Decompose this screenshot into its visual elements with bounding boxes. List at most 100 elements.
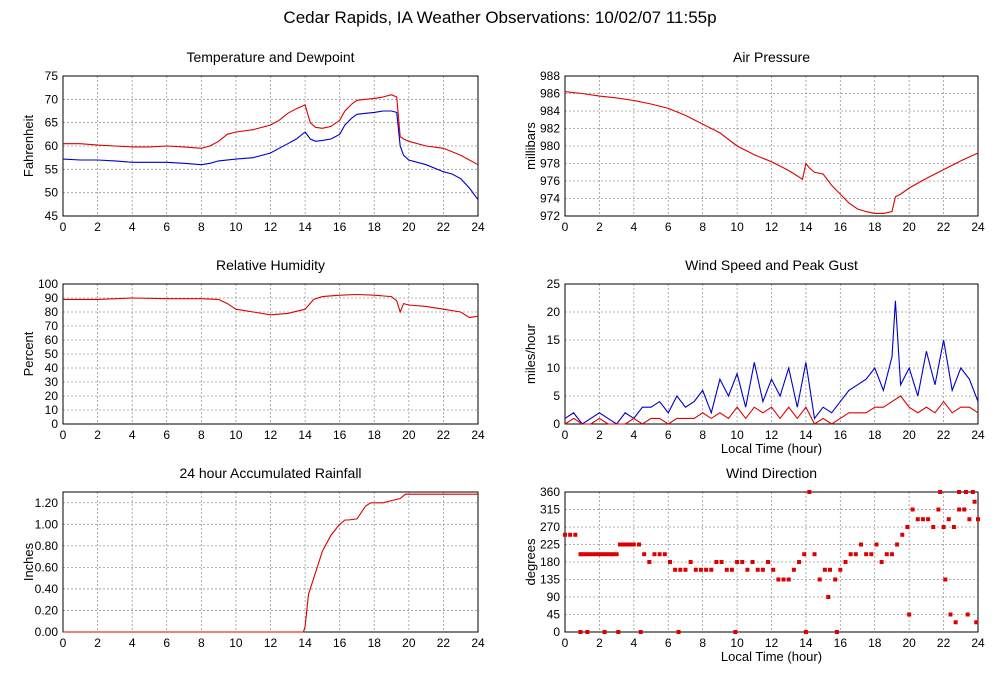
data-point — [740, 560, 745, 564]
data-point — [714, 560, 719, 564]
y-tick-label: 180 — [540, 555, 560, 569]
y-tick-label: 0 — [553, 417, 560, 431]
chart-title: 24 hour Accumulated Rainfall — [179, 465, 361, 481]
x-tick-label: 10 — [730, 220, 744, 234]
data-point — [693, 567, 698, 572]
y-tick-label: 30 — [45, 375, 59, 389]
data-point — [905, 525, 910, 529]
data-point — [853, 552, 858, 557]
x-tick-label: 10 — [730, 428, 744, 442]
series-line-0 — [564, 300, 979, 425]
x-tick-label: 16 — [834, 220, 848, 234]
data-point — [879, 560, 884, 564]
plot-frame — [564, 283, 979, 425]
x-tick-label: 2 — [94, 220, 101, 234]
data-point — [838, 567, 843, 572]
data-point — [678, 567, 683, 572]
x-tick-label: 18 — [868, 220, 882, 234]
x-tick-label: 4 — [129, 428, 136, 442]
data-point — [662, 552, 667, 557]
x-tick-label: 2 — [94, 428, 101, 442]
y-tick-label: 25 — [547, 277, 561, 291]
x-tick-label: 4 — [630, 220, 637, 234]
data-point — [602, 630, 607, 634]
x-tick-label: 4 — [630, 428, 637, 442]
x-tick-label: 22 — [437, 220, 451, 234]
data-point — [826, 595, 831, 599]
y-tick-label: 10 — [547, 361, 561, 375]
y-axis-label: degrees — [523, 538, 538, 585]
x-tick-label: 18 — [368, 636, 382, 650]
data-point — [833, 577, 838, 582]
y-axis-label: Inches — [21, 542, 36, 581]
y-axis-label: miles/hour — [523, 323, 538, 384]
data-point — [628, 542, 633, 547]
y-tick-label: 55 — [45, 162, 59, 176]
y-tick-label: 988 — [540, 69, 560, 83]
x-tick-label: 18 — [868, 428, 882, 442]
x-tick-label: 8 — [699, 220, 706, 234]
y-tick-label: 20 — [547, 305, 561, 319]
chart-temp: 0 2 4 6 8 10 12 14 16 18 20 22 2445505560657075Tempe… — [21, 49, 485, 234]
x-tick-label: 12 — [765, 428, 779, 442]
plot-frame — [62, 75, 479, 217]
y-tick-label: 100 — [38, 277, 58, 291]
y-tick-label: 0 — [51, 417, 58, 431]
x-tick-label: 24 — [471, 428, 485, 442]
x-tick-label: 4 — [129, 636, 136, 650]
data-point — [803, 630, 808, 634]
data-point — [568, 532, 573, 537]
x-tick-label: 12 — [264, 428, 278, 442]
chart-title: Relative Humidity — [216, 257, 325, 273]
plot-frame — [62, 283, 479, 425]
data-point — [597, 552, 602, 557]
data-point — [834, 630, 839, 634]
y-tick-label: 976 — [540, 174, 560, 188]
x-axis-label: Local Time (hour) — [721, 441, 822, 456]
data-point — [607, 552, 612, 557]
data-point — [563, 532, 567, 537]
data-point — [781, 577, 786, 582]
data-point — [604, 552, 609, 557]
data-point — [874, 542, 879, 547]
data-point — [786, 577, 791, 582]
x-tick-label: 16 — [834, 636, 848, 650]
data-point — [614, 552, 619, 557]
y-tick-label: 1.20 — [35, 496, 59, 510]
data-point — [976, 517, 980, 522]
data-point — [967, 517, 972, 522]
x-tick-label: 22 — [437, 636, 451, 650]
y-tick-label: 982 — [540, 122, 560, 136]
chart-title: Air Pressure — [733, 49, 810, 65]
data-point — [709, 567, 714, 572]
x-tick-label: 14 — [799, 636, 813, 650]
data-point — [920, 517, 925, 522]
data-point — [951, 525, 956, 529]
x-tick-label: 22 — [937, 428, 951, 442]
x-tick-label: 8 — [198, 220, 205, 234]
y-tick-label: 50 — [45, 186, 59, 200]
x-tick-label: 0 — [60, 220, 67, 234]
x-tick-label: 4 — [129, 220, 136, 234]
x-tick-label: 16 — [834, 428, 848, 442]
x-tick-label: 24 — [971, 220, 985, 234]
data-point — [618, 542, 623, 547]
y-tick-label: 70 — [45, 92, 59, 106]
x-tick-label: 0 — [562, 220, 569, 234]
y-tick-label: 40 — [45, 361, 59, 375]
x-tick-label: 4 — [630, 636, 637, 650]
x-tick-label: 6 — [665, 220, 672, 234]
data-point — [587, 552, 592, 557]
series-line-0 — [63, 293, 479, 319]
x-tick-label: 20 — [902, 636, 916, 650]
x-tick-label: 10 — [229, 636, 243, 650]
data-point — [704, 567, 709, 572]
y-tick-label: 50 — [45, 347, 59, 361]
y-tick-label: 90 — [547, 590, 561, 604]
plot-frame — [564, 491, 979, 633]
x-tick-label: 20 — [902, 220, 916, 234]
y-tick-label: 980 — [540, 139, 560, 153]
x-tick-label: 12 — [264, 636, 278, 650]
x-tick-label: 0 — [562, 636, 569, 650]
page-title: Cedar Rapids, IA Weather Observations: 1… — [283, 8, 717, 27]
